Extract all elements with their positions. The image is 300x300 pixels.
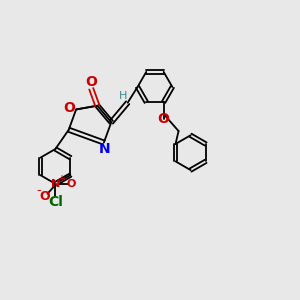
Text: N: N [99,142,110,156]
Text: H: H [119,91,128,101]
Text: -: - [36,184,41,197]
Text: O: O [85,75,97,89]
Text: O: O [64,101,76,115]
Text: +: + [57,174,65,184]
Text: O: O [158,112,170,126]
Text: O: O [67,179,76,189]
Text: N: N [51,179,61,189]
Text: Cl: Cl [48,195,63,209]
Text: O: O [39,190,50,203]
